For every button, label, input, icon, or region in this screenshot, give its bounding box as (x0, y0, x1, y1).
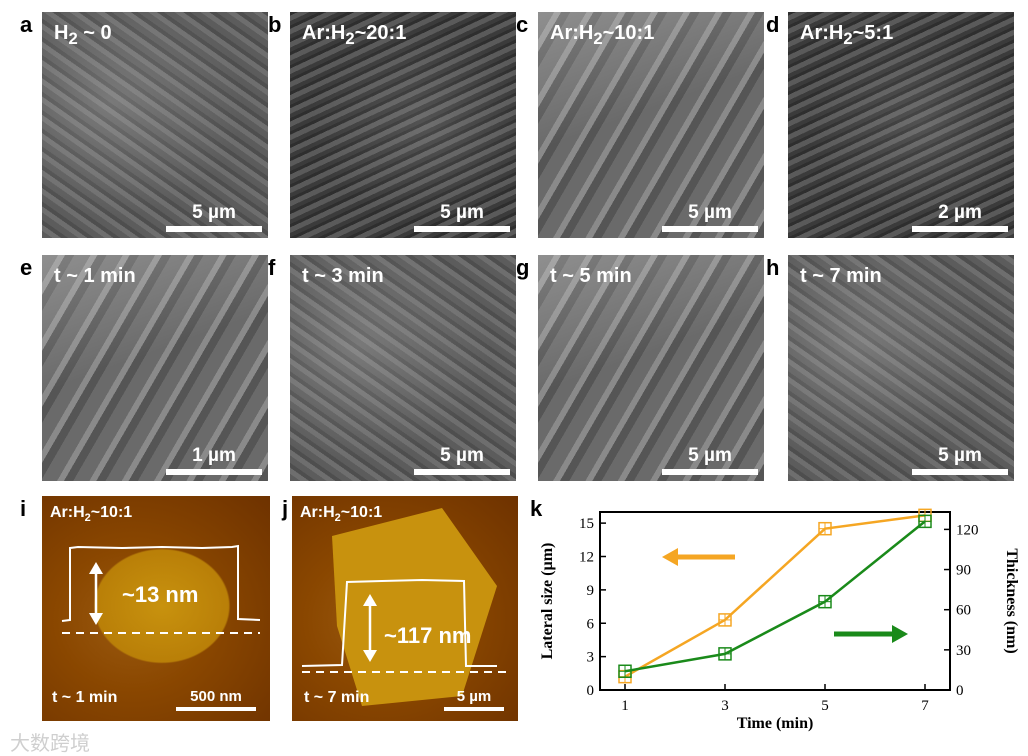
scale-bar-line (414, 226, 510, 232)
sem-image-e: t ~ 1 min 1 µm (42, 255, 268, 481)
y-left-tick-label: 3 (587, 650, 595, 666)
panel-label-k: k (530, 496, 543, 521)
afm-condition-j: Ar:H2~10:1 (300, 504, 383, 525)
sem-image-b: Ar:H2~20:1 5 µm (290, 12, 516, 238)
scale-bar-label: 5 µm (688, 202, 732, 223)
sem-image-f: t ~ 3 min 5 µm (290, 255, 516, 481)
panel-label-i: i (20, 496, 27, 521)
scale-bar-label: 2 µm (938, 202, 982, 223)
afm-condition-i: Ar:H2~10:1 (50, 504, 133, 525)
panel-label-b: b (268, 12, 282, 37)
sem-image-d: Ar:H2~5:1 2 µm (788, 12, 1014, 238)
panel-label-e: e (20, 255, 33, 280)
y-right-tick-label: 90 (956, 563, 971, 579)
condition-label-c: Ar:H2~10:1 (550, 22, 655, 48)
scale-bar-label: 5 µm (688, 445, 732, 466)
sem-image-g: t ~ 5 min 5 µm (538, 255, 764, 481)
condition-label-f: t ~ 3 min (302, 265, 384, 287)
y-right-tick-label: 120 (956, 522, 979, 538)
time-label-j: t ~ 7 min (304, 689, 370, 706)
scale-bar-label: 5 µm (440, 445, 484, 466)
x-tick-label: 3 (721, 698, 729, 714)
scale-bar-a: 5 µm (166, 202, 262, 232)
scale-bar-line (662, 469, 758, 475)
scale-bar-j: 5 µm (444, 688, 504, 711)
y-left-tick-label: 12 (579, 550, 594, 566)
scale-bar-d: 2 µm (912, 202, 1008, 232)
condition-label-g: t ~ 5 min (550, 265, 632, 287)
condition-label-d: Ar:H2~5:1 (800, 22, 894, 48)
scale-bar-c: 5 µm (662, 202, 758, 232)
condition-label-h: t ~ 7 min (800, 265, 882, 287)
x-tick-label: 5 (821, 698, 829, 714)
lateral-size-thickness-chart: 1 3 5 7 Time (min) 0 3 6 9 12 15 Lateral size (µm) 0… (539, 508, 1020, 732)
height-label-j: ~117 nm (384, 623, 472, 648)
time-label-i: t ~ 1 min (52, 689, 118, 706)
x-axis-label: Time (min) (737, 715, 814, 732)
condition-label-a: H2 ~ 0 (54, 22, 112, 48)
y-left-tick-label: 6 (587, 616, 595, 632)
series-line-left (624, 514, 926, 678)
scale-bar-f: 5 µm (414, 445, 510, 475)
y-right-tick-label: 0 (956, 683, 964, 699)
panel-label-a: a (20, 12, 33, 37)
scale-bar-b: 5 µm (414, 202, 510, 232)
plot-frame (599, 511, 951, 691)
scale-bar-line (414, 469, 510, 475)
panel-label-d: d (766, 12, 780, 37)
y-right-tick-label: 60 (956, 603, 971, 619)
y-right-axis-label: Thickness (nm) (1003, 548, 1020, 653)
sem-image-h: t ~ 7 min 5 µm (788, 255, 1014, 481)
scale-bar-line (912, 226, 1008, 232)
scale-bar-label: 5 µm (440, 202, 484, 223)
scale-bar-line (662, 226, 758, 232)
watermark: 大数跨境 (10, 731, 90, 755)
condition-label-e: t ~ 1 min (54, 265, 136, 287)
scale-bar-line (166, 469, 262, 475)
panel-label-c: c (516, 12, 529, 37)
x-tick-label: 1 (621, 698, 629, 714)
x-tick-label: 7 (921, 698, 929, 714)
y-left-axis-label: Lateral size (µm) (539, 543, 556, 660)
sem-image-a: H2 ~ 0 5 µm (42, 12, 268, 238)
series-line-right (624, 520, 926, 673)
y-left-tick-label: 9 (587, 583, 595, 599)
panel-label-f: f (268, 255, 276, 280)
scale-bar-label: 5 µm (192, 202, 236, 223)
scale-bar-i: 500 nm (176, 688, 256, 711)
condition-label-b: Ar:H2~20:1 (302, 22, 407, 48)
height-profile-i (61, 544, 261, 634)
panel-label-g: g (516, 255, 530, 280)
y-left-tick-label: 15 (579, 516, 594, 532)
afm-image-i: Ar:H2~10:1 ~13 nm t ~ 1 min 500 nm (42, 496, 270, 721)
scale-bar-label: 5 µm (938, 445, 982, 466)
height-label-i: ~13 nm (122, 582, 199, 607)
height-profile-j (301, 578, 512, 673)
right-axis-arrowhead (892, 625, 908, 643)
left-axis-arrowhead (662, 548, 678, 566)
scale-bar-line (166, 226, 262, 232)
scale-bar-line (912, 469, 1008, 475)
scale-bar-label: 1 µm (192, 445, 236, 466)
scale-bar-g: 5 µm (662, 445, 758, 475)
scale-bar-e: 1 µm (166, 445, 262, 475)
afm-image-j: Ar:H2~10:1 ~117 nm t ~ 7 min 5 µm (292, 496, 518, 721)
y-right-tick-label: 30 (956, 643, 971, 659)
panel-label-j: j (282, 496, 289, 521)
panel-label-h: h (766, 255, 780, 280)
scale-bar-h: 5 µm (912, 445, 1008, 475)
sem-image-c: Ar:H2~10:1 5 µm (538, 12, 764, 238)
y-left-tick-label: 0 (587, 683, 595, 699)
